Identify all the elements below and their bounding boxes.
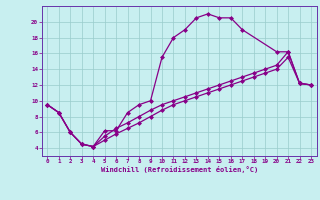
X-axis label: Windchill (Refroidissement éolien,°C): Windchill (Refroidissement éolien,°C): [100, 166, 258, 173]
